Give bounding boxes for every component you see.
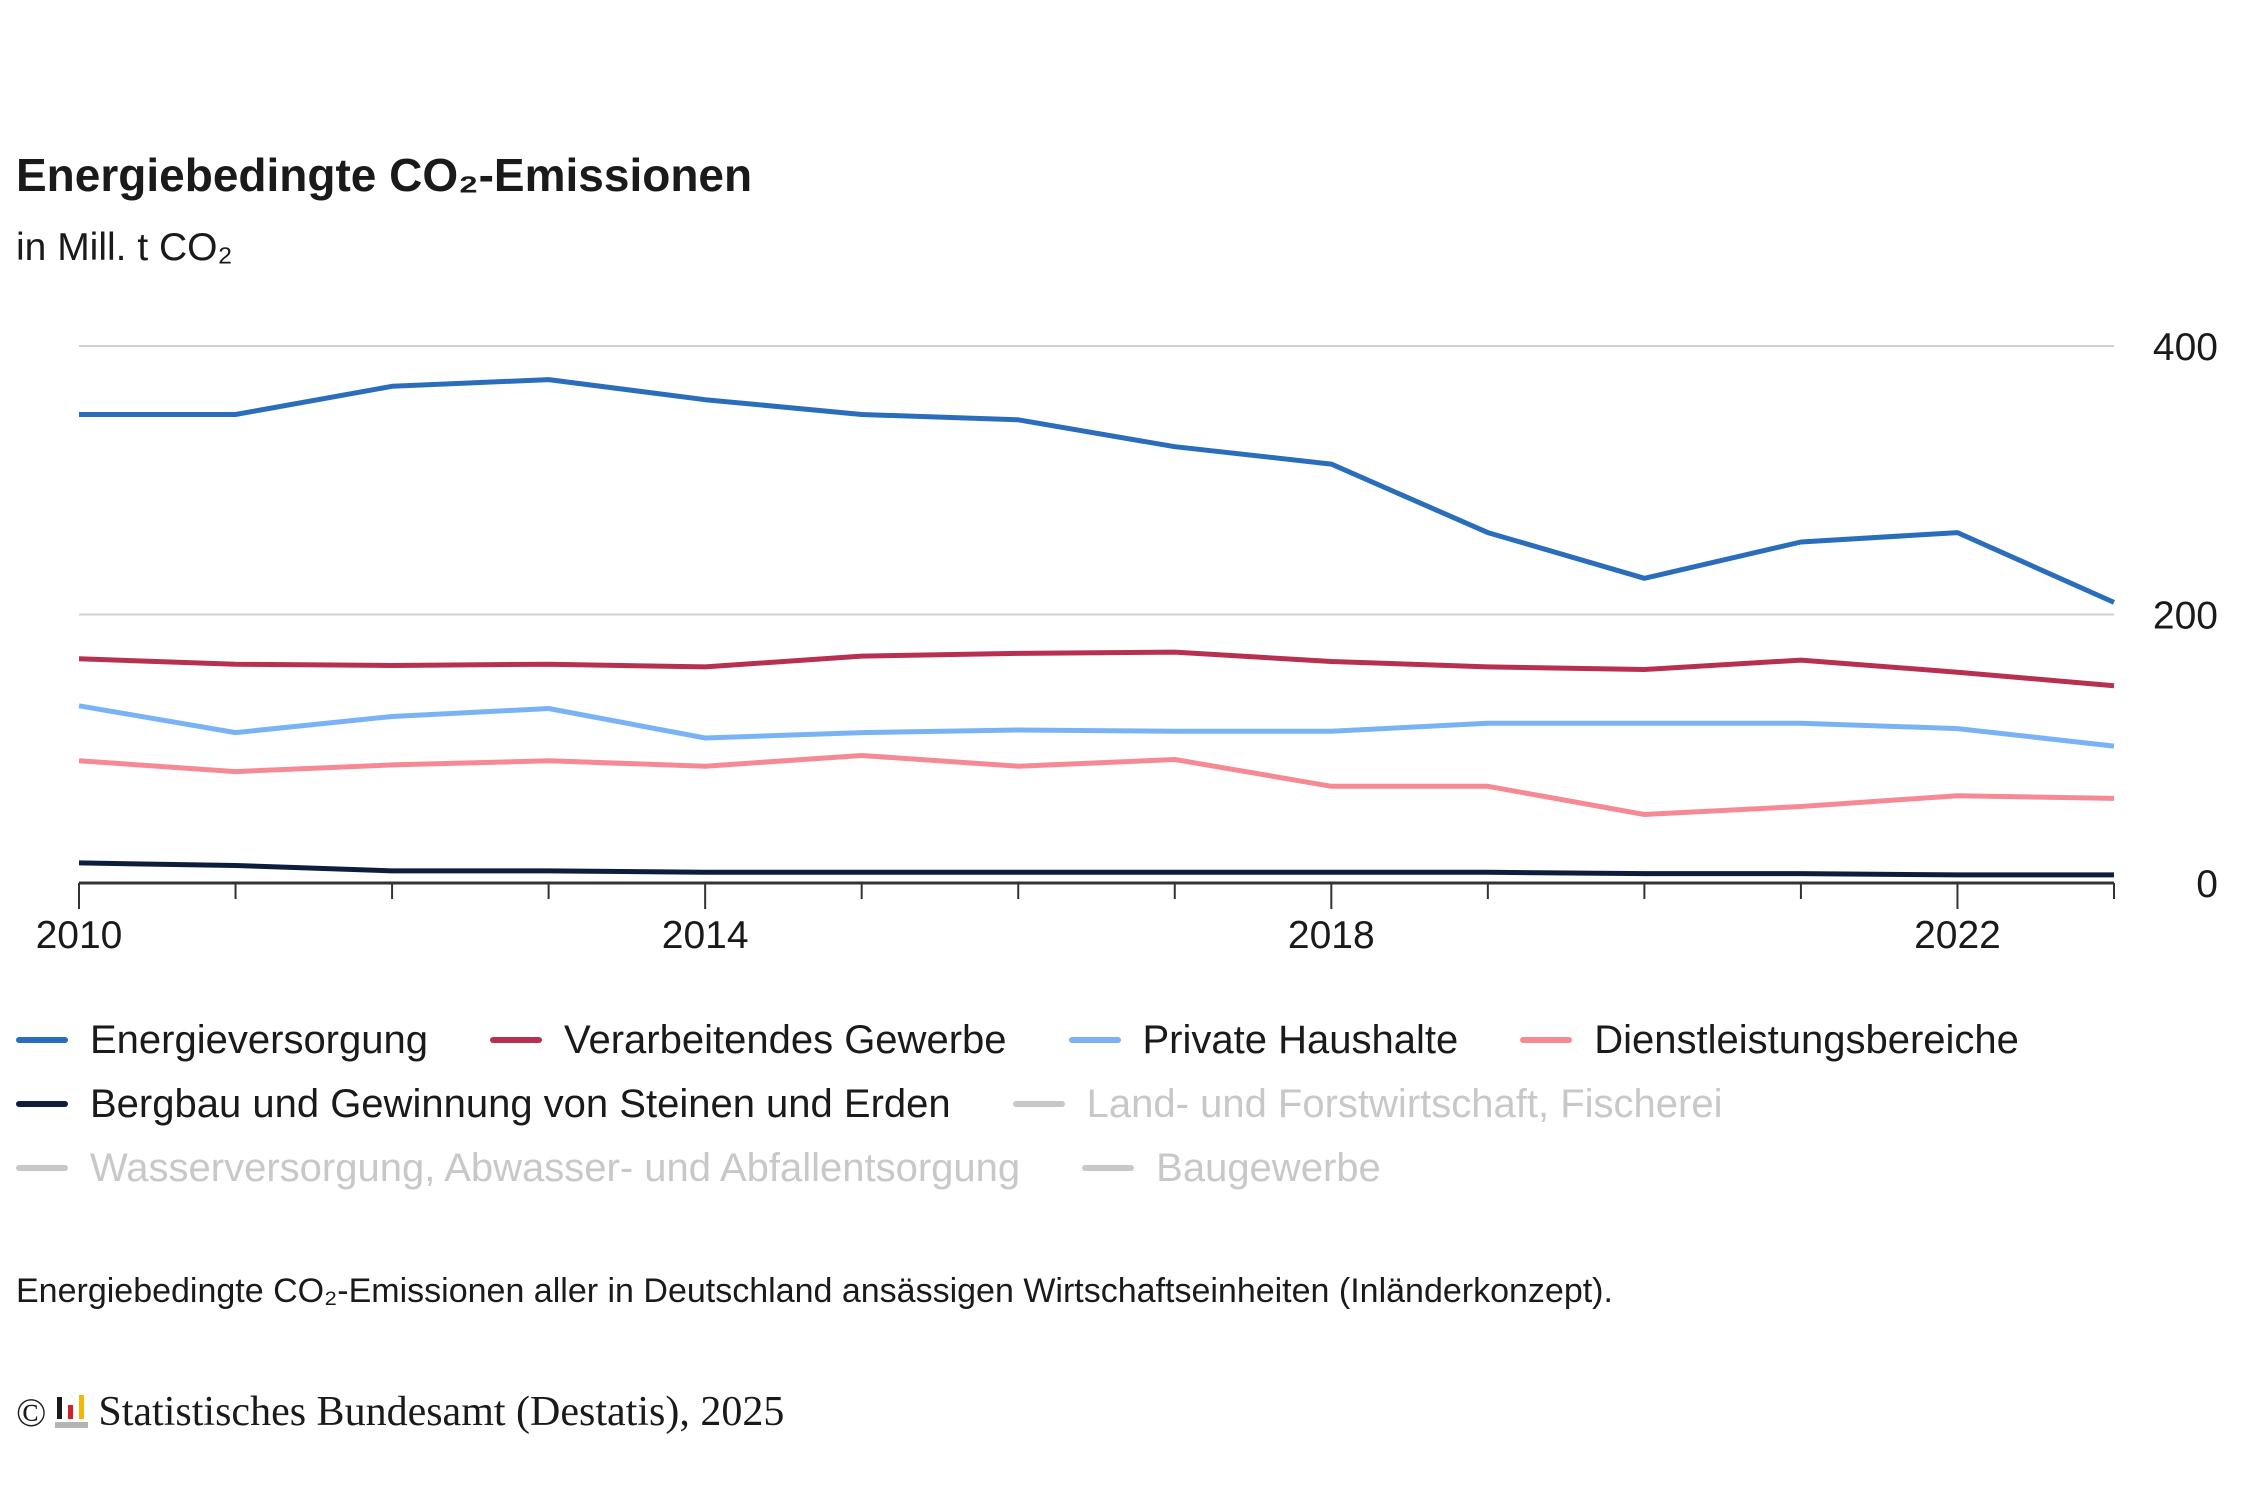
legend-swatch [16,1037,68,1043]
legend-swatch [1068,1037,1121,1043]
legend-item-energieversorgung[interactable]: Energieversorgung [16,1018,428,1063]
chart-note: Energiebedingte CO₂-Emissionen aller in … [16,1272,1613,1310]
legend-label: Baugewerbe [1156,1145,1381,1190]
legend-label: Energieversorgung [90,1017,428,1062]
legend-item-wasserversorgung[interactable]: Wasserversorgung, Abwasser- und Abfallen… [16,1146,1020,1191]
legend-swatch [490,1037,542,1043]
legend-swatch [16,1165,68,1171]
legend-item-baugewerbe[interactable]: Baugewerbe [1082,1146,1381,1191]
legend-item-dienstleistungsbereiche[interactable]: Dienstleistungsbereiche [1520,1018,2019,1063]
legend-label: Land- und Forstwirtschaft, Fischerei [1086,1081,1723,1126]
legend-item-bergbau[interactable]: Bergbau und Gewinnung von Steinen und Er… [16,1082,951,1127]
line-chart: 0 200 400 2010 2014 2018 2022 [36,326,2218,957]
legend-label: Private Haushalte [1142,1017,1459,1062]
legend-label: Wasserversorgung, Abwasser- und Abfallen… [90,1145,1021,1190]
legend-row: Energieversorgung Verarbeitendes Gewerbe… [16,1008,2216,1072]
legend-row: Bergbau und Gewinnung von Steinen und Er… [16,1072,2216,1136]
series-line-4 [78,860,2114,878]
legend-swatch [1012,1101,1065,1107]
legend-item-verarbeitendes-gewerbe[interactable]: Verarbeitendes Gewerbe [490,1018,1007,1063]
x-tick-label: 2014 [662,914,749,957]
chart-subtitle: in Mill. t CO₂ [16,226,233,269]
destatis-logo [55,1395,89,1428]
legend-swatch [16,1101,68,1107]
y-tick-label: 0 [2196,863,2218,906]
source-text: Statistisches Bundesamt (Destatis), 2025 [98,1389,785,1435]
series-line-3 [78,753,2115,817]
legend-swatch [1520,1037,1573,1043]
y-tick-label: 400 [2153,326,2218,369]
y-tick-label: 200 [2153,595,2218,638]
series-line-2 [78,703,2115,749]
legend-swatch [1082,1165,1135,1171]
legend: Energieversorgung Verarbeitendes Gewerbe… [16,1008,2216,1200]
legend-label: Verarbeitendes Gewerbe [564,1017,1007,1062]
series-line-1 [78,649,2115,689]
x-tick-label: 2022 [1914,914,2001,957]
x-tick-label: 2010 [36,914,123,957]
legend-item-private-haushalte[interactable]: Private Haushalte [1068,1017,1459,1063]
copyright-symbol: © [16,1389,47,1435]
chart-title: Energiebedingte CO₂-Emissionen [16,149,753,201]
legend-label: Bergbau und Gewinnung von Steinen und Er… [90,1081,951,1126]
footer: © Statistisches Bundesamt (Destatis), 20… [16,1388,784,1436]
legend-label: Dienstleistungsbereiche [1594,1017,2019,1062]
series-line-0 [79,377,2116,605]
x-tick-label: 2018 [1288,914,1375,957]
legend-item-landwirtschaft[interactable]: Land- und Forstwirtschaft, Fischerei [1012,1081,1723,1127]
legend-row: Wasserversorgung, Abwasser- und Abfallen… [16,1136,2216,1200]
